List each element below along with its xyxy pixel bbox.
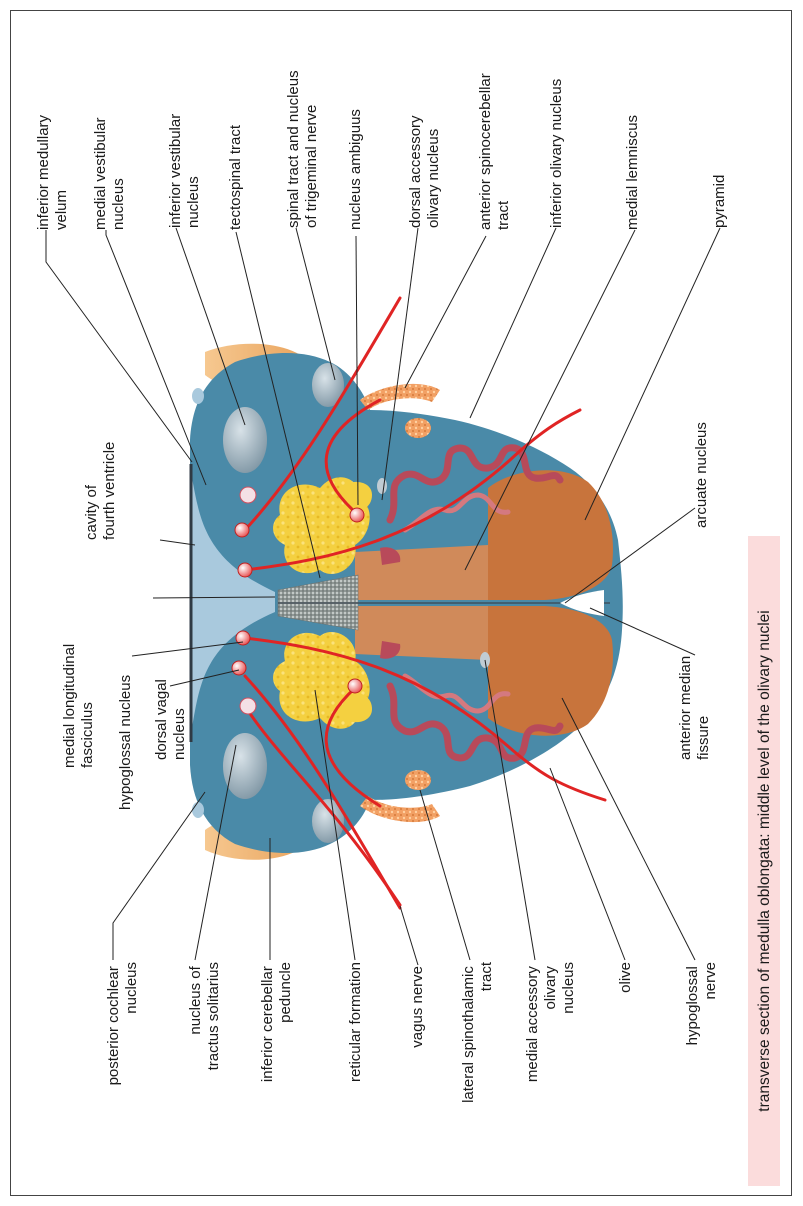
label-cavity-fourth-ventricle: cavity of fourth ventricle	[83, 442, 118, 540]
lateral-spinothalamic-left	[405, 770, 431, 790]
vagus-nerve-right	[243, 296, 402, 532]
caption-text: transverse section of medulla oblongata:…	[756, 610, 773, 1111]
inferior-olivary-nucleus-right-inner	[402, 492, 511, 533]
label-arcuate-nucleus: arcuate nucleus	[693, 422, 710, 528]
posterior-cochlear-spot-left	[192, 802, 204, 818]
label-lateral-spinothalamic-tract: lateral spinothalamic tract	[460, 961, 495, 1103]
nerve-dot-ambiguus-left	[347, 678, 363, 694]
hypoglossal-nerve-right	[243, 408, 582, 572]
nerve-dot-solitarius-left	[239, 697, 257, 715]
lateral-spinothalamic-right	[405, 418, 431, 438]
label-medial-accessory-olivary-nucleus: medial accessory olivary nucleus	[524, 962, 577, 1082]
label-inferior-olivary-nucleus: inferior olivary nucleus	[548, 79, 565, 228]
label-reticular-formation: reticular formation	[347, 962, 364, 1082]
label-medial-longitudinal-fasciculus: medial longitudinal fasciculus	[61, 640, 96, 768]
label-anterior-spinocerebellar: anterior spinocerebellar tract	[477, 69, 512, 230]
medial-lemniscus-right	[355, 545, 488, 600]
label-inferior-cerebellar-peduncle: inferior cerebellar peduncle	[259, 962, 294, 1082]
label-nucleus-tractus-solitarius: nucleus of tractus solitarius	[187, 962, 222, 1070]
label-posterior-cochlear-nucleus: posterior cochlear nucleus	[105, 962, 140, 1085]
hypoglossal-nerve-left	[243, 636, 607, 802]
tectospinal-tract-right	[377, 478, 387, 494]
nerve-dot-ambiguus-right	[349, 507, 365, 523]
leader-lines	[45, 227, 721, 966]
label-spinal-tract-trigeminal: spinal tract and nucleus of trigeminal n…	[285, 66, 320, 228]
label-vagus-nerve: vagus nerve	[409, 966, 426, 1048]
inferior-vestibular-right	[223, 407, 267, 473]
vagus-nerve-left-2	[324, 686, 382, 808]
label-dorsal-accessory-olivary: dorsal accessory olivary nucleus	[407, 111, 442, 228]
pyramid-right	[488, 470, 613, 600]
figure-frame	[10, 10, 792, 1196]
spinal-trigeminal-right	[312, 363, 344, 407]
medial-lemniscus-left	[355, 606, 488, 660]
inferior-vestibular-left	[223, 733, 267, 799]
caption-box: transverse section of medulla oblongata:…	[748, 536, 780, 1186]
label-hypoglossal-nucleus: hypoglossal nucleus	[117, 675, 134, 810]
anterior-spinocerebellar-left	[360, 796, 440, 823]
label-group: inferior medullary velum medial vestibul…	[35, 66, 728, 1103]
nerve-dot-dorsal-vagal-right	[234, 522, 250, 538]
label-medial-lemniscus: medial lemniscus	[624, 115, 641, 230]
pyramid-left	[488, 606, 613, 736]
nucleus-ambiguus-left	[340, 692, 372, 723]
nerve-dot-hypoglossal-right	[237, 562, 253, 578]
label-inferior-vestibular-nucleus: inferior vestibular nucleus	[167, 110, 202, 228]
anterior-spinocerebellar-right	[360, 383, 440, 410]
nerve-dot-solitarius-right	[239, 486, 257, 504]
label-olive: olive	[617, 962, 634, 993]
label-tectospinal-tract: tectospinal tract	[227, 124, 244, 230]
nerve-dot-dorsal-vagal-left	[231, 660, 247, 676]
label-inferior-medullary-velum: inferior medullary velum	[35, 111, 70, 230]
label-nucleus-ambiguus: nucleus ambiguus	[347, 109, 364, 230]
medial-accessory-olivary-left	[380, 641, 401, 659]
label-dorsal-vagal-nucleus: dorsal vagal nucleus	[153, 675, 188, 760]
inferior-olivary-nucleus-right	[386, 444, 564, 524]
label-hypoglossal-nerve: hypoglossal nerve	[684, 962, 719, 1045]
fourth-ventricle-floor	[192, 478, 275, 728]
label-medial-vestibular-nucleus: medial vestibular nucleus	[92, 113, 127, 230]
medulla-section	[189, 296, 623, 910]
label-pyramid: pyramid	[711, 175, 728, 228]
posterior-cochlear-spot-right	[192, 388, 204, 404]
nerve-dot-hypoglossal-left	[235, 630, 251, 646]
medial-accessory-olivary-right	[380, 547, 401, 565]
inferior-olivary-nucleus-left	[386, 682, 564, 762]
label-anterior-median-fissure: anterior median fissure	[677, 652, 712, 760]
tractus-solitarius-nerve	[243, 704, 402, 907]
